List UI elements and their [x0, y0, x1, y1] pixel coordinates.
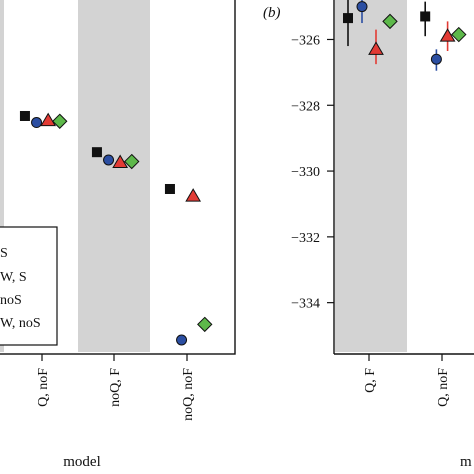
panel-b-label: (b): [263, 5, 281, 21]
panel-a-markers: [19, 110, 213, 346]
data-point-square: [91, 147, 102, 158]
x-tick-label: noQ, F: [108, 368, 123, 407]
data-point-triangle: [112, 154, 129, 168]
data-point-triangle: [368, 41, 384, 55]
panel-a-shaded-bands: [0, 0, 150, 352]
data-point-circle: [430, 53, 442, 65]
legend-entry-4: W, noS: [0, 316, 41, 331]
data-point-circle: [31, 117, 43, 129]
data-point-circle: [356, 1, 368, 13]
data-point-circle: [176, 334, 188, 346]
y-tick-label: −330: [291, 165, 320, 180]
panel-b-markers: [343, 0, 467, 71]
data-point-diamond: [124, 153, 140, 170]
panel-b-y-axis: −326 −328 −330 −332 −334: [291, 33, 334, 312]
legend: S W, S noS W, noS: [0, 226, 58, 346]
legend-entry-3: noS: [0, 293, 22, 308]
panel-b-x-axis: Q, F Q, noF: [363, 354, 451, 407]
legend-entry-2: W, S: [0, 270, 27, 285]
x-tick-label: Q, noF: [436, 368, 451, 407]
legend-box: [0, 226, 58, 346]
data-point-diamond: [451, 26, 467, 43]
data-point-square: [164, 183, 175, 194]
panel-a: Q, noF noQ, F noQ, noF S W, S noS W, noS m…: [0, 0, 236, 470]
y-tick-label: −334: [291, 297, 320, 312]
data-point-triangle: [40, 112, 57, 127]
shaded-band: [0, 0, 4, 352]
data-point-triangle: [185, 188, 202, 202]
data-point-triangle: [439, 28, 456, 42]
y-tick-label: −328: [291, 99, 320, 114]
y-tick-label: −326: [291, 33, 320, 48]
panel-a-x-axis-title: model: [63, 454, 101, 470]
panel-a-x-axis: Q, noF noQ, F noQ, noF: [36, 354, 196, 421]
data-point-diamond: [52, 113, 68, 129]
x-tick-label: Q, F: [363, 368, 378, 393]
shaded-band: [78, 0, 150, 352]
panel-b-x-axis-title: m: [460, 454, 472, 470]
data-point-square: [420, 11, 431, 22]
data-point-diamond: [382, 13, 398, 30]
x-tick-label: Q, noF: [36, 368, 51, 407]
data-point-circle: [103, 154, 115, 166]
data-point-diamond: [197, 316, 213, 333]
x-tick-label: noQ, noF: [181, 368, 196, 421]
y-tick-label: −332: [291, 231, 320, 246]
panel-b: (b) −326 −328 −330 −332 −334 Q, F Q, noF m: [263, 0, 474, 470]
legend-entry-1: S: [0, 246, 8, 261]
panel-a-plot-frame: [0, 0, 236, 355]
data-point-square: [19, 110, 30, 121]
shaded-band: [335, 0, 407, 352]
data-point-square: [343, 13, 353, 24]
panel-b-shaded-bands: [335, 0, 407, 352]
